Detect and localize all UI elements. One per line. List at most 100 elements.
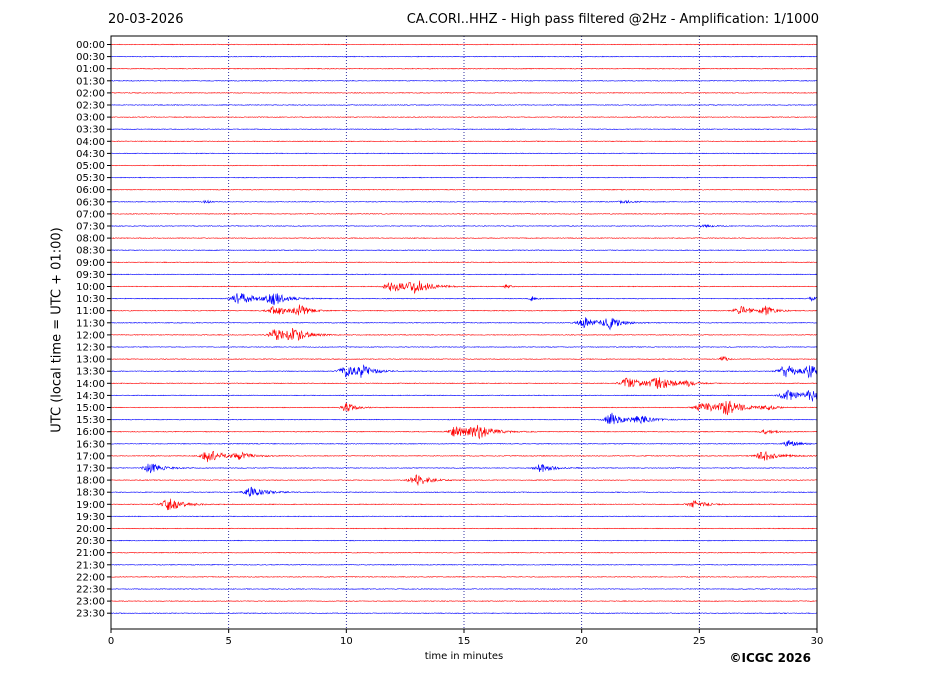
y-tick-label-07:00: 07:00 [76,209,105,220]
y-axis-label: UTC (local time = UTC + 01:00) [49,227,65,433]
trace-00:30 [110,55,818,58]
y-tick-label-13:00: 13:00 [76,355,105,366]
y-tick-label-20:00: 20:00 [76,524,105,535]
y-tick-label-02:30: 02:30 [76,101,105,112]
y-tick-label-13:30: 13:30 [76,367,105,378]
trace-18:00 [110,474,818,486]
trace-06:00 [110,188,818,191]
trace-04:30 [110,152,818,155]
trace-06:30 [110,199,818,205]
trace-21:30 [110,563,818,566]
y-tick-label-08:00: 08:00 [76,234,105,245]
trace-05:30 [110,176,818,179]
y-tick-label-10:30: 10:30 [76,294,105,305]
y-tick-label-14:30: 14:30 [76,391,105,402]
y-tick-label-01:30: 01:30 [76,76,105,87]
trace-23:30 [110,612,818,615]
trace-11:30 [110,317,818,331]
y-tick-label-22:30: 22:30 [76,585,105,596]
trace-14:30 [110,389,818,402]
y-tick-label-19:30: 19:30 [76,512,105,523]
trace-08:30 [110,249,818,252]
x-tick-label-30: 30 [811,636,824,647]
x-tick-label-5: 5 [225,636,231,647]
x-tick-label-15: 15 [458,636,471,647]
trace-17:00 [110,450,818,463]
trace-13:00 [110,356,818,361]
y-tick-label-05:30: 05:30 [76,173,105,184]
x-tick-label-20: 20 [575,636,588,647]
y-tick-label-09:00: 09:00 [76,258,105,269]
y-tick-label-05:00: 05:00 [76,161,105,172]
trace-17:30 [110,463,818,474]
trace-07:30 [110,223,818,229]
y-tick-label-10:00: 10:00 [76,282,105,293]
trace-10:30 [110,293,818,306]
trace-09:00 [110,261,818,264]
y-tick-label-22:00: 22:00 [76,572,105,583]
y-tick-label-17:30: 17:30 [76,464,105,475]
trace-20:30 [110,539,818,542]
trace-02:00 [110,92,818,94]
chart-date: 20-03-2026 [108,12,184,27]
x-tick-label-0: 0 [108,636,114,647]
trace-07:00 [110,213,818,215]
trace-13:30 [110,364,818,379]
trace-23:00 [110,600,818,602]
trace-09:30 [110,273,818,276]
y-tick-label-06:00: 06:00 [76,185,105,196]
y-tick-label-11:30: 11:30 [76,318,105,329]
trace-08:00 [110,237,818,239]
y-tick-label-01:00: 01:00 [76,64,105,75]
y-tick-label-08:30: 08:30 [76,246,105,257]
copyright-notice: ©ICGC 2026 [729,651,811,665]
trace-12:30 [110,346,818,348]
trace-16:30 [110,439,818,447]
x-axis-label: time in minutes [424,651,504,662]
trace-03:00 [110,116,818,118]
y-tick-label-12:00: 12:00 [76,330,105,341]
y-tick-label-23:00: 23:00 [76,597,105,608]
trace-01:30 [110,79,818,82]
trace-00:00 [110,43,818,46]
y-tick-label-07:30: 07:30 [76,222,105,233]
trace-12:00 [110,327,818,342]
y-tick-label-00:00: 00:00 [76,40,105,51]
y-tick-label-02:00: 02:00 [76,88,105,99]
y-tick-label-15:30: 15:30 [76,415,105,426]
y-tick-label-03:30: 03:30 [76,125,105,136]
y-tick-label-19:00: 19:00 [76,500,105,511]
y-tick-label-04:30: 04:30 [76,149,105,160]
y-tick-label-16:30: 16:30 [76,439,105,450]
y-tick-label-12:30: 12:30 [76,343,105,354]
x-tick-label-10: 10 [340,636,353,647]
chart-title: CA.CORI..HHZ - High pass filtered @2Hz -… [406,12,819,27]
trace-22:30 [110,588,818,590]
trace-21:00 [110,551,818,554]
y-tick-label-11:00: 11:00 [76,306,105,317]
y-tick-label-16:00: 16:00 [76,427,105,438]
y-tick-label-21:30: 21:30 [76,560,105,571]
trace-10:00 [110,280,818,295]
y-tick-label-18:00: 18:00 [76,476,105,487]
trace-14:00 [110,377,818,389]
y-tick-label-21:00: 21:00 [76,548,105,559]
trace-18:30 [110,486,818,498]
trace-11:00 [110,304,818,316]
seismic-traces [110,43,818,615]
x-tick-label-25: 25 [693,636,706,647]
y-tick-label-23:30: 23:30 [76,609,105,620]
y-tick-label-18:30: 18:30 [76,488,105,499]
y-tick-label-06:30: 06:30 [76,197,105,208]
trace-15:00 [110,400,818,416]
trace-16:00 [110,424,818,440]
trace-05:00 [110,164,818,167]
y-tick-label-14:00: 14:00 [76,379,105,390]
x-axis-ticks: 0 5 10 15 20 25 30 [108,629,824,647]
y-tick-label-04:00: 04:00 [76,137,105,148]
y-tick-label-20:30: 20:30 [76,536,105,547]
trace-15:30 [110,412,818,425]
y-tick-label-03:00: 03:00 [76,113,105,124]
